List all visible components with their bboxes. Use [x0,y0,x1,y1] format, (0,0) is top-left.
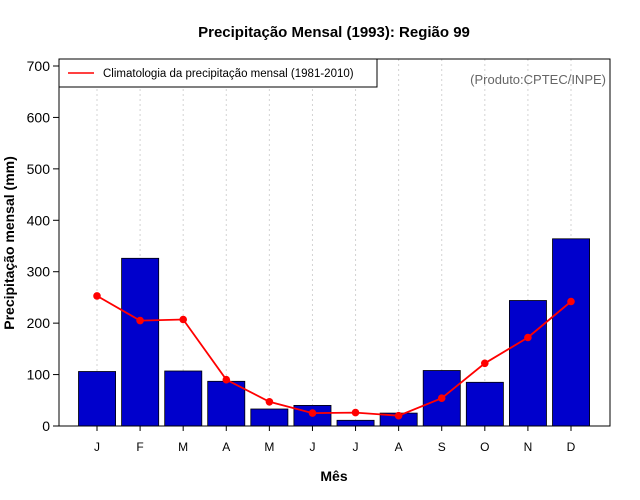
bar-7 [336,419,375,427]
climatology-point-3 [179,315,187,324]
x-tick-label: M [264,440,274,454]
y-axis-title: Precipitação mensal (mm) [1,156,17,330]
bar-10 [465,381,504,427]
x-tick-label: M [178,440,188,454]
y-tick-label: 500 [27,161,51,177]
climatology-point-7 [351,408,360,417]
legend: Climatologia da precipitação mensal (198… [58,58,378,88]
climatology-point-12 [567,297,575,306]
y-axis: 0 100 200 300 400 500 600 700 [27,58,59,434]
chart-title: Precipitação Mensal (1993): Região 99 [198,24,470,41]
x-tick-label: F [136,440,143,454]
climatology-point-4 [222,375,231,384]
x-tick-label: O [480,440,489,454]
y-tick-label: 400 [27,212,51,228]
x-tick-label: J [353,440,359,454]
y-tick-label: 100 [27,367,51,383]
legend-box [58,58,378,88]
y-tick-label: 0 [42,418,50,434]
climatology-point-6 [308,409,317,417]
climatology-point-11 [524,333,532,342]
bar-1 [78,371,116,427]
x-tick-label: A [222,440,230,454]
x-tick-label: N [524,440,533,454]
bar-11 [508,300,547,427]
y-tick-label: 700 [27,58,51,74]
bar-2 [121,257,160,427]
climatology-point-1 [93,292,101,300]
x-tick-label: J [94,440,100,454]
bar-3 [164,370,203,427]
x-axis-title: Mês [320,468,347,484]
x-tick-label: D [567,440,576,454]
y-tick-label: 200 [27,315,51,331]
legend-label: Climatologia da precipitação mensal (198… [103,68,354,80]
bar-series [78,238,590,427]
product-credit: (Produto:CPTEC/INPE) [470,72,606,87]
y-tick-label: 300 [27,264,51,280]
climatology-point-8 [394,411,403,420]
bar-5 [250,408,289,427]
x-tick-label: A [395,440,403,454]
bar-4 [207,380,246,427]
climatology-series [93,292,575,420]
x-tick-label: J [309,440,315,454]
x-tick-label: S [438,440,446,454]
climatology-point-10 [481,359,489,368]
climatology-point-5 [265,398,274,406]
climatology-line [96,295,572,417]
climatology-point-2 [136,316,144,325]
bar-12 [552,238,590,427]
y-tick-label: 600 [27,109,51,125]
climatology-point-9 [437,394,446,403]
